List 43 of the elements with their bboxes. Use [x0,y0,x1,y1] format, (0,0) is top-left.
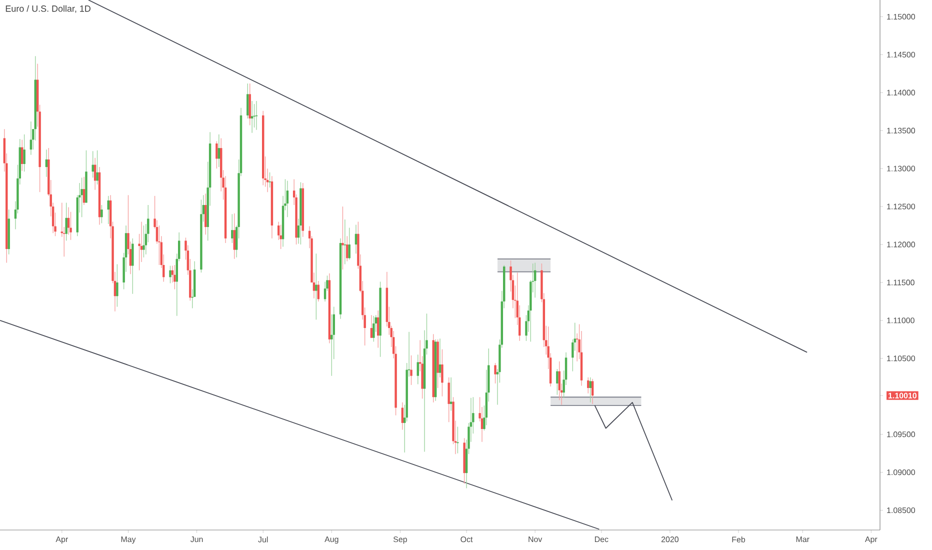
candlestick [342,206,344,270]
candlestick [65,202,68,242]
candlestick [280,224,282,250]
candlestick [174,264,176,290]
candlestick [587,377,590,394]
candlestick [286,180,289,218]
candlestick [70,211,72,240]
candlestick [494,362,496,384]
candlestick [132,238,134,294]
candlestick [589,377,592,403]
candlestick [45,149,48,178]
candlestick [372,316,375,342]
candlestick [231,214,234,244]
candlestick [450,377,452,412]
candlestick [96,150,98,185]
candlestick [23,134,26,172]
candlestick [401,402,404,430]
candlestick [233,213,236,260]
candlestick [591,378,594,404]
candlestick [558,361,561,401]
candlestick [416,354,419,385]
text: Euro / U.S. Dollar, 1D [6,5,90,13]
candlestick [216,140,218,169]
candlestick [169,265,172,284]
candlestick [556,368,558,396]
candlestick [250,100,254,134]
candlestick [246,83,249,119]
candlestick [80,177,83,218]
candlestick [370,314,373,338]
candlestick [317,280,320,302]
candlestick [107,196,110,224]
candlestick [116,264,118,308]
line-series [594,402,673,501]
candlestick [100,204,103,224]
candlestick [410,355,412,386]
candlestick [30,121,32,156]
candlestick [438,338,442,378]
candlestick [142,225,145,258]
candlestick [348,227,350,260]
candlestick [448,377,450,423]
candlestick [204,193,207,235]
candlestick [441,348,444,397]
candlestick [315,253,318,320]
